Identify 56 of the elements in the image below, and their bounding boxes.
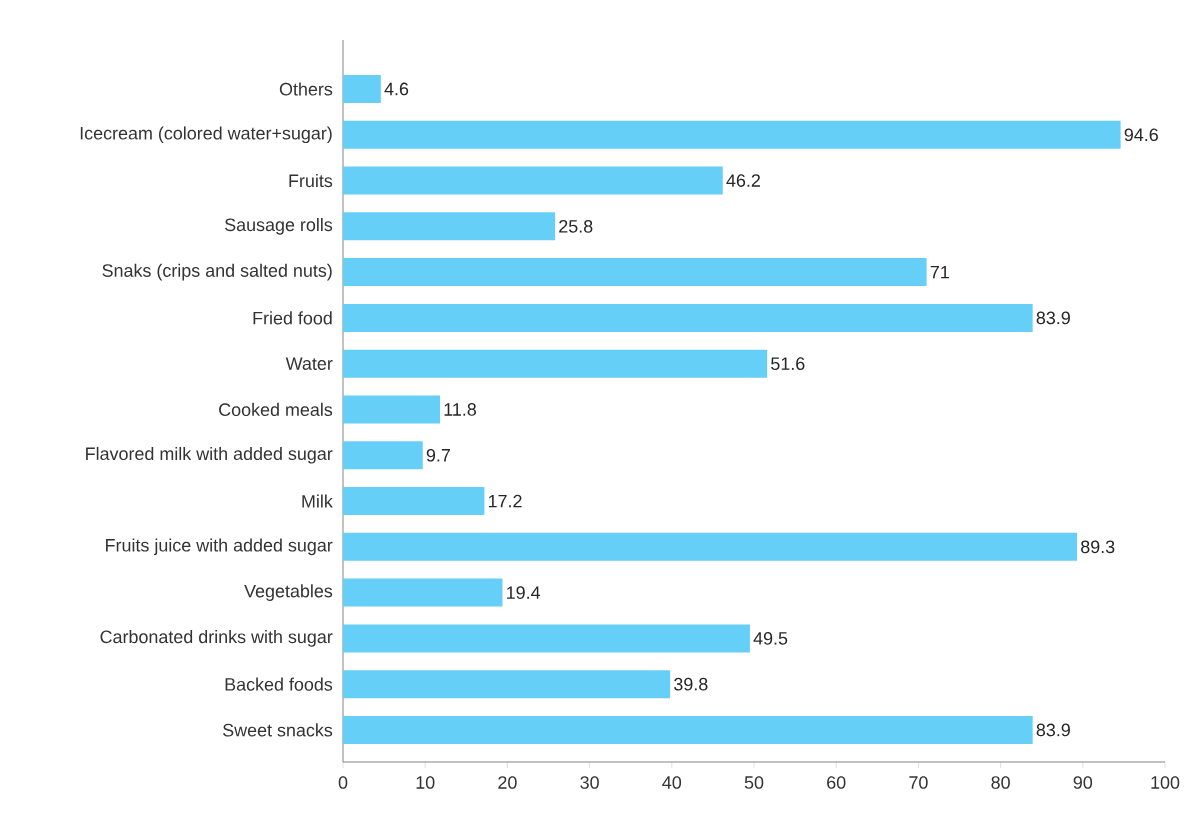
y-tick-label: Fruits juice with added sugar xyxy=(106,538,333,556)
x-tick-label: 10 xyxy=(416,776,435,789)
y-tick-label: Water xyxy=(285,357,333,370)
y-tick-label: Snaks (crips and salted nuts) xyxy=(102,263,332,281)
y-tick-label: Sweet snacks xyxy=(223,723,333,737)
bar xyxy=(343,258,927,287)
data-label: 19.4 xyxy=(507,586,541,599)
data-label: 51.6 xyxy=(771,357,805,371)
data-label: 89.3 xyxy=(1081,540,1115,554)
bar xyxy=(343,532,1078,561)
data-label: 17.2 xyxy=(488,494,522,508)
data-label: 94.6 xyxy=(1124,128,1158,142)
x-tick-label: 50 xyxy=(744,776,764,789)
data-label: 49.5 xyxy=(753,632,788,645)
y-tick-label: Milk xyxy=(302,494,333,508)
data-label: 71 xyxy=(930,265,949,279)
bar xyxy=(343,74,381,103)
x-tick-label: 90 xyxy=(1073,776,1093,789)
data-label: 39.8 xyxy=(674,677,708,691)
data-label: 83.9 xyxy=(1036,723,1070,737)
bar xyxy=(343,624,750,653)
x-tick-label: 40 xyxy=(662,776,682,789)
y-tick-label: Sausage rolls xyxy=(224,217,333,235)
bar xyxy=(343,715,1033,744)
data-label: 9.7 xyxy=(426,448,450,462)
x-tick-label: 100 xyxy=(1151,776,1180,789)
y-tick-label: Backed foods xyxy=(225,677,333,691)
x-tick-label: 60 xyxy=(827,776,846,789)
y-tick-label: Flavored milk with added sugar xyxy=(86,446,333,464)
bar xyxy=(343,670,671,699)
data-label: 46.2 xyxy=(726,174,760,187)
data-label: 11.8 xyxy=(444,403,477,416)
bar xyxy=(343,578,503,607)
bar xyxy=(343,212,556,241)
data-label: 25.8 xyxy=(559,219,593,233)
y-tick-label: Cooked meals xyxy=(219,402,333,417)
y-tick-label: Fruits xyxy=(289,173,333,188)
data-label: 4.6 xyxy=(384,82,409,96)
bar xyxy=(343,487,485,516)
x-tick-label: 30 xyxy=(580,776,599,789)
bar xyxy=(343,441,423,470)
x-tick-label: 80 xyxy=(991,776,1010,789)
y-tick-label: Others xyxy=(279,82,333,96)
data-label: 83.9 xyxy=(1036,311,1070,325)
y-tick-label: Icecream (colored water+sugar) xyxy=(80,126,332,144)
y-tick-label: Vegetables xyxy=(244,584,333,601)
x-tick-label: 70 xyxy=(909,776,928,789)
bar xyxy=(343,395,441,424)
bar xyxy=(343,303,1033,332)
bar xyxy=(343,349,768,378)
x-tick-label: 0 xyxy=(338,776,348,789)
bar xyxy=(343,166,723,195)
bar xyxy=(343,120,1121,149)
y-tick-label: Fried food xyxy=(253,311,332,325)
y-tick-label: Carbonated drinks with sugar xyxy=(100,630,333,647)
x-tick-label: 20 xyxy=(498,776,517,789)
